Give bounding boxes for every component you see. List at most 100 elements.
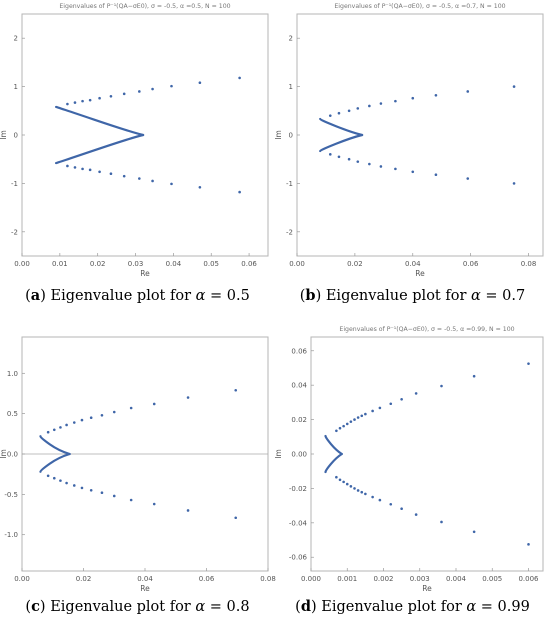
eigen-point-lower — [335, 475, 338, 479]
eigen-curve-upper — [39, 435, 71, 456]
eigen-point-lower — [368, 162, 371, 166]
eigen-point-lower — [65, 481, 68, 485]
eigen-point-upper — [112, 410, 116, 414]
eigen-curve-lower — [54, 133, 145, 165]
eigen-point-lower — [328, 153, 332, 156]
eigen-point-lower — [170, 182, 173, 186]
x-tick-label: 0.08 — [521, 260, 537, 268]
eigen-point-upper — [411, 96, 415, 100]
eigen-point-lower — [138, 177, 141, 180]
chart-a: Eigenvalues of P⁻¹(QA−σE0), σ = -0.5, α … — [0, 3, 269, 278]
panel-b: Eigenvalues of P⁻¹(QA−σE0), σ = -0.5, α … — [274, 0, 550, 310]
y-tick-label: -0.06 — [289, 554, 308, 562]
eigen-point-lower — [72, 484, 76, 487]
y-tick-label: 1.0 — [7, 370, 18, 378]
eigen-point-lower — [129, 498, 133, 502]
plot-frame — [296, 13, 544, 257]
eigen-point-upper — [368, 104, 371, 108]
eigen-point-upper — [440, 384, 443, 388]
y-tick-label: -2 — [286, 228, 293, 236]
eigen-point-lower — [349, 485, 353, 488]
eigen-point-upper — [394, 99, 397, 103]
caption-text: Eigenvalue plot for — [321, 599, 467, 615]
eigen-point-lower — [364, 492, 367, 496]
y-tick-label: -0.04 — [289, 519, 308, 527]
caption-text: Eigenvalue plot for — [50, 288, 196, 304]
caption-b: (b) Eigenvalue plot for α = 0.7 — [299, 287, 526, 304]
y-tick-label: 0.0 — [7, 451, 18, 459]
eigen-point-upper — [379, 102, 383, 105]
eigen-point-lower — [378, 498, 382, 502]
x-tick-label: 0.003 — [410, 575, 430, 583]
y-axis-label: Im — [0, 130, 8, 140]
y-tick-label: -1 — [11, 180, 18, 188]
caption-a: (a) Eigenvalue plot for α = 0.5 — [25, 287, 250, 304]
eigen-point-upper — [378, 406, 382, 410]
eigen-point-upper — [434, 94, 438, 97]
eigen-point-upper — [472, 374, 476, 378]
eigen-point-lower — [151, 179, 154, 183]
eigen-point-upper — [52, 428, 56, 432]
eigen-curve-lower — [324, 452, 343, 474]
x-tick-label: 0.000 — [301, 575, 321, 583]
y-tick-label: -2 — [11, 228, 18, 236]
eigen-point-upper — [80, 418, 84, 422]
panel-d: Eigenvalues of P⁻¹(QA−σE0), σ = -0.5, α … — [274, 325, 550, 621]
eigen-point-upper — [389, 402, 393, 406]
eigen-point-lower — [414, 513, 418, 516]
eigen-point-lower — [88, 168, 92, 172]
y-tick-label: 2 — [14, 35, 18, 43]
eigen-point-lower — [512, 182, 516, 185]
x-tick-label: 0.04 — [137, 575, 153, 583]
eigen-point-upper — [527, 362, 530, 365]
eigen-point-lower — [89, 489, 93, 492]
y-tick-label: 0.02 — [291, 416, 307, 424]
eigen-point-lower — [472, 530, 476, 534]
eigen-point-lower — [152, 502, 156, 506]
eigen-point-upper — [88, 98, 92, 102]
caption-text: Eigenvalue plot for — [50, 599, 196, 615]
eigen-point-upper — [81, 99, 84, 103]
eigen-point-lower — [73, 166, 77, 169]
eigen-point-lower — [52, 476, 56, 480]
y-tick-label: 0.00 — [291, 451, 307, 459]
caption-letter: a — [30, 287, 41, 304]
caption-value: = 0.8 — [205, 599, 250, 615]
chart-title: Eigenvalues of P⁻¹(QA−σE0), σ = -0.5, α … — [59, 3, 230, 10]
x-tick-label: 0.006 — [518, 575, 539, 583]
eigen-point-lower — [353, 487, 356, 490]
plot-frame — [310, 336, 544, 572]
eigen-point-upper — [89, 416, 93, 419]
x-axis-label: Re — [415, 269, 425, 278]
eigen-point-upper — [342, 424, 345, 428]
eigen-point-upper — [129, 406, 133, 410]
eigen-point-upper — [345, 422, 349, 426]
eigen-point-lower — [379, 165, 383, 168]
eigen-point-lower — [527, 543, 530, 546]
eigen-point-upper — [98, 96, 101, 100]
caption-symbol: α — [471, 288, 481, 304]
y-tick-label: 2 — [289, 35, 293, 43]
eigen-point-upper — [353, 418, 356, 421]
x-tick-label: 0.00 — [289, 260, 305, 268]
x-tick-label: 0.02 — [347, 260, 363, 268]
caption-symbol: α — [195, 599, 206, 615]
eigen-point-lower — [338, 478, 342, 482]
y-tick-label: 0.06 — [291, 347, 307, 355]
x-tick-label: 0.06 — [463, 260, 479, 268]
eigen-point-lower — [394, 167, 397, 171]
y-tick-label: 1 — [289, 83, 293, 91]
caption-letter: d — [300, 598, 311, 615]
eigen-point-lower — [238, 190, 241, 194]
caption-value: = 0.99 — [476, 599, 530, 615]
caption-c: (c) Eigenvalue plot for α = 0.8 — [25, 598, 250, 615]
eigen-point-upper — [400, 397, 403, 401]
eigen-curve-upper — [319, 117, 364, 137]
caption-d: (d) Eigenvalue plot for α = 0.99 — [295, 598, 530, 615]
x-axis-label: Re — [140, 269, 150, 278]
y-tick-label: -0.5 — [4, 491, 18, 499]
x-axis-label: Re — [422, 584, 432, 593]
eigen-point-lower — [371, 495, 374, 499]
caption-letter: b — [305, 287, 316, 304]
x-tick-label: 0.03 — [128, 260, 144, 268]
